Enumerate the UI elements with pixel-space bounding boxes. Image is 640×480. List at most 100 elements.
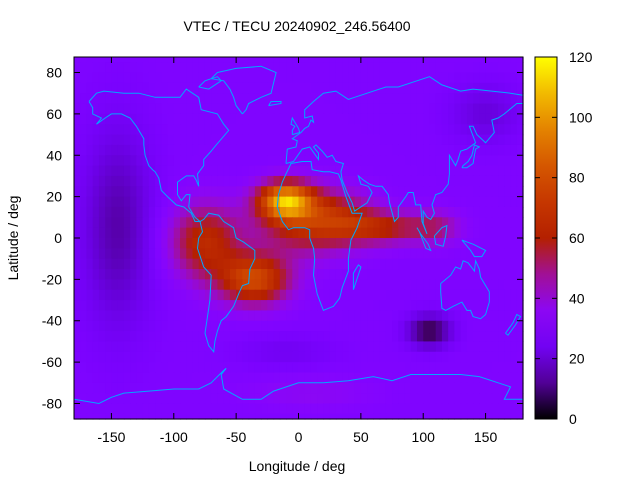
heatmap-cell bbox=[310, 134, 318, 146]
heatmap-cell bbox=[192, 186, 200, 198]
heatmap-cell bbox=[342, 320, 349, 332]
heatmap-cell bbox=[392, 175, 399, 187]
heatmap-cell bbox=[479, 217, 487, 229]
heatmap-cell bbox=[254, 206, 262, 218]
heatmap-cell bbox=[354, 403, 362, 415]
heatmap-cell bbox=[211, 403, 219, 415]
heatmap-cell bbox=[292, 57, 300, 63]
heatmap-cell bbox=[473, 331, 480, 343]
heatmap-cell bbox=[211, 144, 219, 156]
heatmap-cell bbox=[504, 134, 512, 146]
heatmap-cell bbox=[223, 196, 231, 208]
heatmap-cell bbox=[117, 62, 125, 74]
heatmap-cell bbox=[148, 227, 156, 239]
heatmap-cell bbox=[310, 72, 318, 84]
heatmap-cell bbox=[367, 217, 374, 229]
heatmap-cell bbox=[136, 227, 144, 239]
heatmap-cell bbox=[92, 103, 100, 115]
heatmap-cell bbox=[223, 362, 231, 374]
heatmap-cell bbox=[229, 289, 237, 301]
heatmap-cell bbox=[367, 113, 374, 125]
heatmap-cell bbox=[86, 93, 94, 105]
heatmap-cell bbox=[248, 186, 256, 198]
heatmap-cell bbox=[304, 269, 312, 280]
heatmap-cell bbox=[392, 393, 399, 405]
heatmap-cell bbox=[416, 165, 424, 177]
heatmap-cell bbox=[167, 351, 175, 363]
heatmap-cell bbox=[360, 206, 368, 218]
heatmap-cell bbox=[242, 269, 250, 280]
heatmap-cell bbox=[504, 206, 512, 218]
heatmap-cell bbox=[392, 289, 399, 301]
heatmap-cell bbox=[454, 196, 462, 208]
heatmap-cell bbox=[223, 186, 231, 198]
heatmap-cell bbox=[516, 57, 524, 63]
heatmap-cell bbox=[329, 93, 337, 105]
heatmap-cell bbox=[198, 258, 206, 270]
heatmap-cell bbox=[398, 186, 406, 198]
heatmap-cell bbox=[80, 113, 88, 125]
heatmap-cell bbox=[298, 82, 306, 94]
heatmap-cell bbox=[473, 165, 480, 177]
heatmap-cell bbox=[198, 300, 206, 311]
heatmap-cell bbox=[410, 320, 418, 332]
heatmap-cell bbox=[130, 248, 137, 260]
heatmap-cell bbox=[198, 341, 206, 353]
heatmap-cell bbox=[248, 279, 256, 291]
heatmap-cell bbox=[516, 196, 524, 208]
heatmap-cell bbox=[204, 196, 212, 208]
heatmap-cell bbox=[111, 341, 119, 353]
heatmap-cell bbox=[292, 382, 300, 394]
heatmap-cell bbox=[142, 351, 150, 363]
heatmap-cell bbox=[429, 372, 437, 384]
heatmap-cell bbox=[454, 62, 462, 74]
heatmap-cell bbox=[516, 134, 524, 146]
heatmap-cell bbox=[254, 217, 262, 229]
heatmap-cell bbox=[186, 300, 194, 311]
heatmap-cell bbox=[317, 351, 325, 363]
heatmap-cell bbox=[435, 382, 443, 394]
heatmap-cell bbox=[136, 238, 144, 249]
heatmap-cell bbox=[217, 289, 225, 301]
heatmap-cell bbox=[286, 238, 293, 249]
heatmap-cell bbox=[217, 279, 225, 291]
heatmap-cell bbox=[223, 144, 231, 156]
heatmap-cell bbox=[261, 82, 268, 94]
heatmap-cell bbox=[423, 206, 431, 218]
heatmap-cell bbox=[180, 258, 187, 270]
heatmap-cell bbox=[304, 134, 312, 146]
heatmap-cell bbox=[123, 393, 131, 405]
heatmap-cell bbox=[485, 248, 493, 260]
coastline bbox=[433, 224, 448, 247]
heatmap-cell bbox=[136, 165, 144, 177]
heatmap-cell bbox=[98, 289, 106, 301]
heatmap-cell bbox=[329, 62, 337, 74]
heatmap-cell bbox=[466, 113, 474, 125]
heatmap-cell bbox=[148, 62, 156, 74]
heatmap-cell bbox=[466, 403, 474, 415]
heatmap-cell bbox=[441, 300, 449, 311]
heatmap-cell bbox=[354, 341, 362, 353]
heatmap-cell bbox=[410, 217, 418, 229]
heatmap-cell bbox=[429, 331, 437, 343]
heatmap-cell bbox=[398, 57, 406, 63]
heatmap-cell bbox=[448, 144, 456, 156]
heatmap-cell bbox=[248, 82, 256, 94]
heatmap-cell bbox=[410, 113, 418, 125]
heatmap-cell bbox=[117, 206, 125, 218]
heatmap-cell bbox=[204, 331, 212, 343]
heatmap-cell bbox=[298, 124, 306, 136]
heatmap-cell bbox=[460, 351, 468, 363]
heatmap-cell bbox=[173, 310, 181, 322]
heatmap-cell bbox=[86, 206, 94, 218]
heatmap-cell bbox=[261, 403, 268, 415]
heatmap-cell bbox=[192, 124, 200, 136]
heatmap-cell bbox=[317, 93, 325, 105]
heatmap-cell bbox=[142, 57, 150, 63]
heatmap-cell bbox=[286, 227, 293, 239]
heatmap-cell bbox=[335, 413, 343, 420]
heatmap-cell bbox=[498, 227, 505, 239]
heatmap-cell bbox=[423, 217, 431, 229]
heatmap-cell bbox=[267, 403, 275, 415]
heatmap-cell bbox=[504, 238, 512, 249]
